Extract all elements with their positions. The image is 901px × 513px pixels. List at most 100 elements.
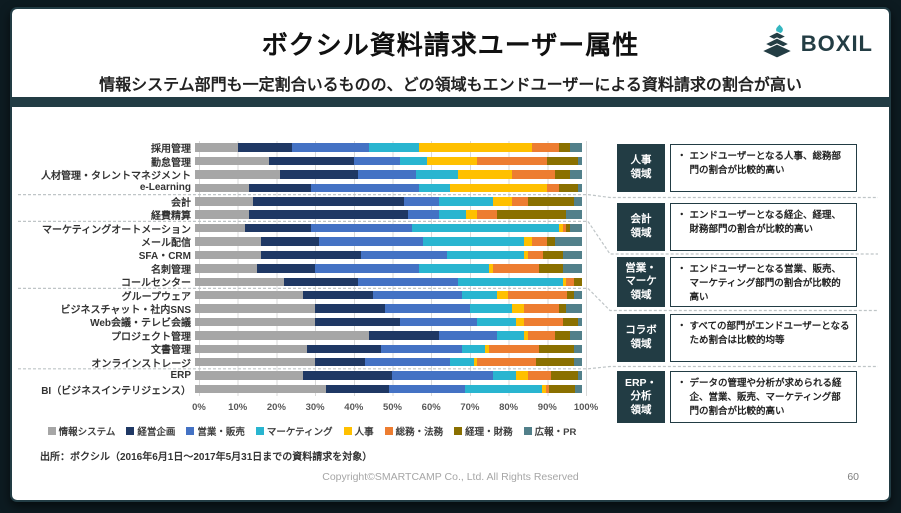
area-label-line: 領域 bbox=[630, 227, 652, 239]
stacked-bar bbox=[195, 264, 582, 273]
bar-segment bbox=[415, 170, 459, 179]
stacked-bar bbox=[195, 237, 582, 246]
bar-segment bbox=[458, 170, 513, 179]
bar-segment bbox=[403, 197, 439, 206]
stacked-bar bbox=[195, 143, 582, 152]
area-note: ・エンドユーザーとなる経企、経理、財務部門の割合が比較的高い bbox=[670, 203, 857, 251]
annotation-group: 会計 領域 ・エンドユーザーとなる経企、経理、財務部門の割合が比較的高い bbox=[617, 203, 857, 251]
area-label: 営業・ マーケ 領域 bbox=[617, 257, 665, 307]
category-label: 勤怠管理 bbox=[151, 157, 191, 169]
bar-segment bbox=[547, 237, 555, 246]
bar-segment bbox=[380, 344, 462, 354]
area-label: コラボ 領域 bbox=[617, 314, 665, 362]
bar-segment bbox=[547, 156, 579, 166]
area-label-line: コラボ bbox=[625, 324, 657, 337]
category-label: Web会議・テレビ会議 bbox=[90, 318, 191, 330]
bar-segment bbox=[195, 264, 257, 273]
bullet-marker: ・ bbox=[677, 321, 687, 332]
bar-row: コールセンター bbox=[20, 275, 582, 289]
bar-segment bbox=[400, 156, 428, 166]
bar-segment bbox=[551, 371, 579, 380]
bar-row: オンラインストレージ bbox=[20, 356, 582, 370]
bar-segment bbox=[195, 210, 250, 219]
bar-segment bbox=[496, 210, 567, 219]
annotation-group: ERP・ 分析 領域・データの管理や分析が求められる経企、営業、販売、マーケティング… bbox=[617, 371, 857, 423]
bar-segment bbox=[260, 250, 362, 260]
bar-segment bbox=[303, 290, 374, 300]
x-tick-label: 10% bbox=[228, 402, 248, 413]
legend-label: マーケティング bbox=[266, 427, 333, 438]
boxil-logo-text: BOXIL bbox=[800, 30, 873, 56]
bar-segment bbox=[562, 277, 567, 287]
bullet-marker: ・ bbox=[677, 151, 687, 162]
legend-item: 広報・PR bbox=[523, 424, 577, 438]
legend-label: 総務・法務 bbox=[395, 427, 444, 438]
bar-segment bbox=[314, 264, 420, 273]
bar-segment bbox=[465, 384, 542, 394]
legend-swatch bbox=[384, 427, 393, 435]
legend-item: 情報システム bbox=[47, 424, 115, 438]
bar-segment bbox=[369, 143, 420, 152]
bar-row: e-Learning bbox=[20, 181, 582, 194]
bar-segment bbox=[531, 143, 559, 152]
bar-segment bbox=[574, 290, 582, 300]
stacked-bar bbox=[195, 290, 582, 300]
bar-segment bbox=[249, 183, 312, 193]
bar-segment bbox=[512, 170, 555, 179]
bar-segment bbox=[314, 317, 401, 327]
area-label-line: マーケ bbox=[625, 275, 657, 288]
bar-row: 採用管理 bbox=[20, 141, 582, 155]
bar-segment bbox=[392, 371, 493, 380]
stacked-bar bbox=[195, 331, 582, 340]
stacked-bar bbox=[195, 344, 582, 354]
x-tick-label: 0% bbox=[192, 402, 206, 413]
stacked-bar-chart: 採用管理 勤怠管理 人材管理・タレントマネジメント e-Learning 会計 経費精算マ… bbox=[20, 141, 582, 397]
bar-segment bbox=[462, 290, 497, 300]
bar-segment bbox=[516, 371, 528, 380]
x-tick-label: 40% bbox=[344, 402, 364, 413]
legend-label: 経営企画 bbox=[137, 427, 176, 438]
x-tick-label: 80% bbox=[499, 402, 519, 413]
bar-segment bbox=[527, 371, 552, 380]
bullet-marker: ・ bbox=[677, 264, 687, 275]
bar-segment bbox=[373, 290, 463, 300]
area-label-line: 会計 bbox=[630, 213, 652, 226]
bar-segment bbox=[496, 290, 509, 300]
bar-row: ビジネスチャット・社内SNS bbox=[20, 302, 582, 316]
legend-swatch bbox=[343, 427, 352, 435]
stacked-bar bbox=[195, 210, 582, 219]
bar-segment bbox=[450, 183, 548, 193]
stacked-bar bbox=[195, 223, 582, 233]
legend-label: 広報・PR bbox=[534, 427, 577, 438]
bar-segment bbox=[492, 197, 513, 206]
legend-swatch bbox=[47, 427, 56, 435]
bar-segment bbox=[523, 250, 528, 260]
bar-segment bbox=[527, 250, 544, 260]
bar-segment bbox=[485, 344, 490, 354]
bar-segment bbox=[512, 304, 524, 313]
stacked-bar bbox=[195, 197, 582, 206]
bar-segment bbox=[574, 357, 582, 367]
chart-panel: 採用管理 勤怠管理 人材管理・タレントマネジメント e-Learning 会計 経費精算マ… bbox=[12, 107, 889, 500]
bar-segment bbox=[578, 156, 582, 166]
area-label: 人事 領域 bbox=[617, 144, 665, 192]
bar-segment bbox=[411, 223, 559, 233]
area-label-line: ERP・ bbox=[624, 376, 658, 389]
bar-segment bbox=[566, 304, 582, 313]
stacked-bar bbox=[195, 156, 582, 166]
category-label: 文書管理 bbox=[151, 345, 191, 357]
bar-segment bbox=[400, 317, 478, 327]
bar-segment bbox=[195, 344, 308, 354]
legend-label: 営業・販売 bbox=[197, 427, 245, 438]
bullet-marker: ・ bbox=[677, 378, 687, 389]
bar-segment bbox=[249, 210, 408, 219]
bar-segment bbox=[566, 210, 582, 219]
bar-segment bbox=[489, 264, 493, 273]
page-number: 60 bbox=[847, 471, 859, 483]
bar-segment bbox=[245, 223, 312, 233]
bar-segment bbox=[311, 223, 412, 233]
stacked-bar bbox=[195, 384, 582, 394]
legend-swatch bbox=[255, 427, 264, 435]
area-note-text: データの管理や分析が求められる経企、営業、販売、マーケティング部門の割合が比較的… bbox=[689, 378, 842, 417]
